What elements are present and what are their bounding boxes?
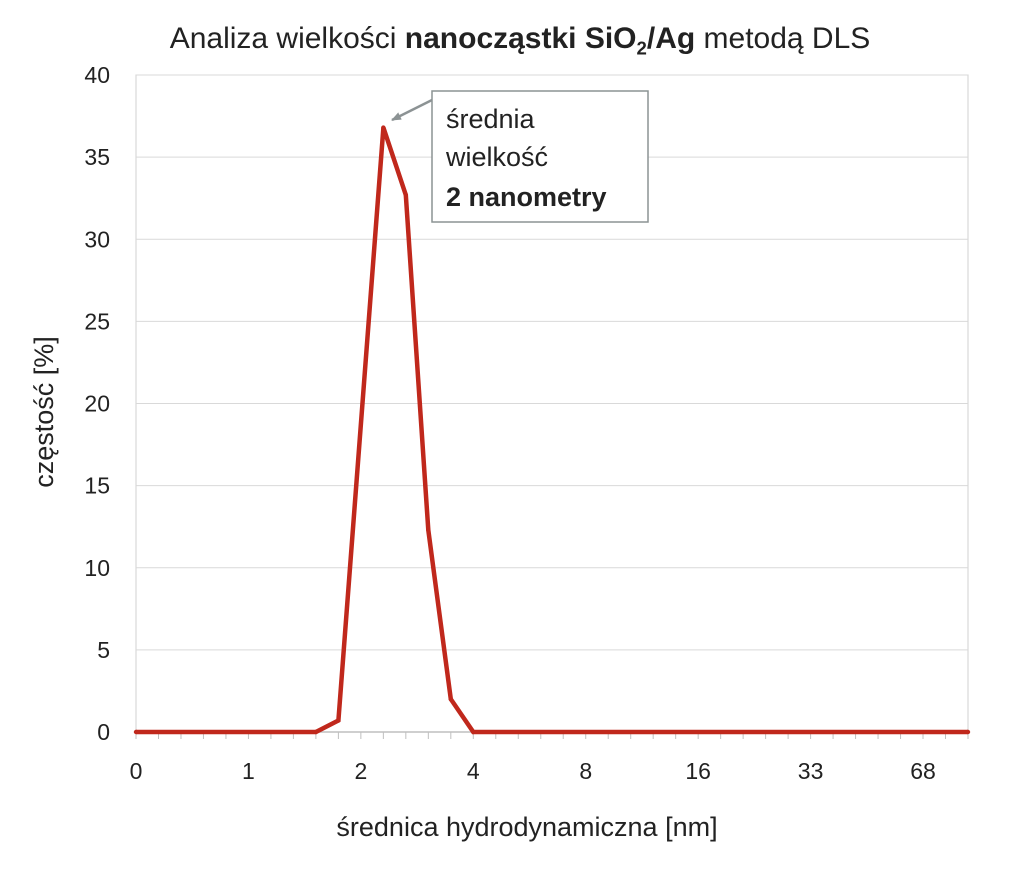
x-tick-label: 16 — [685, 758, 711, 784]
x-tick-label: 8 — [579, 758, 592, 784]
title-bold-part: nanocząstki SiO — [404, 22, 637, 55]
title-part-1: Analiza wielkości — [169, 22, 405, 55]
title-bold-part-2: /Ag — [646, 22, 696, 55]
y-tick-label: 30 — [84, 226, 110, 252]
callout-arrow — [391, 98, 433, 122]
data-point — [426, 527, 431, 533]
callout-line-1: średnia — [446, 104, 536, 134]
x-tick-label: 4 — [467, 758, 480, 784]
y-axis-label: częstość [%] — [29, 336, 59, 488]
y-tick-label: 25 — [84, 308, 110, 334]
data-point — [965, 729, 971, 735]
y-tick-label: 0 — [97, 719, 110, 745]
callout-line-3: 2 nanometry — [446, 182, 607, 212]
x-tick-label: 68 — [910, 758, 936, 784]
callout-line-2: wielkość — [445, 142, 548, 172]
data-point — [133, 729, 139, 735]
y-tick-label: 5 — [97, 637, 110, 663]
data-point — [471, 729, 476, 735]
y-tick-label: 20 — [84, 391, 110, 417]
y-tick-label: 35 — [84, 144, 110, 170]
y-tick-label: 10 — [84, 555, 110, 581]
x-tick-label: 1 — [242, 758, 255, 784]
data-point — [336, 718, 341, 723]
data-point — [448, 696, 454, 702]
x-tick-label: 33 — [798, 758, 824, 784]
y-tick-label: 40 — [84, 62, 110, 88]
data-point — [403, 192, 409, 198]
y-tick-label: 15 — [84, 473, 110, 499]
chart-title: Analiza wielkości nanocząstki SiO2/Ag me… — [0, 22, 1024, 59]
x-axis-label: średnica hydrodynamiczna [nm] — [336, 812, 717, 842]
title-part-3: metodą DLS — [695, 22, 871, 55]
data-point — [381, 125, 386, 130]
data-point — [313, 729, 319, 735]
x-tick-label: 0 — [130, 758, 143, 784]
callout-box — [431, 90, 649, 223]
title-subscript: 2 — [636, 37, 647, 59]
x-tick-label: 2 — [354, 758, 367, 784]
